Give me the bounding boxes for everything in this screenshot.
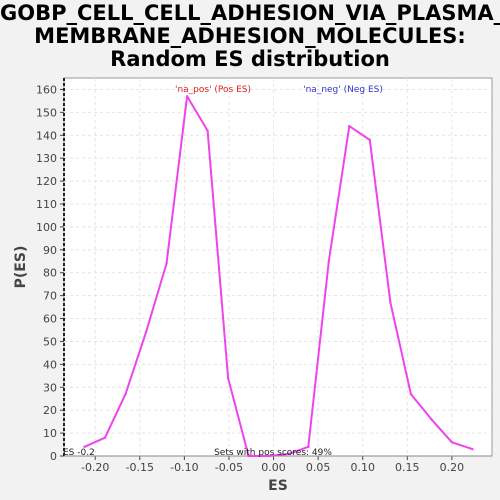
data-point bbox=[348, 124, 351, 128]
legend-neg-label: 'na_neg' (Neg ES) bbox=[303, 85, 383, 95]
data-point bbox=[165, 262, 168, 265]
x-tick-label: -0.10 bbox=[170, 461, 198, 474]
y-tick-label: 40 bbox=[43, 358, 57, 371]
series-layer bbox=[83, 95, 474, 458]
y-tick-label: 150 bbox=[36, 106, 57, 119]
y-tick-label: 60 bbox=[43, 313, 57, 326]
data-point bbox=[124, 392, 127, 396]
y-tick-label: 30 bbox=[43, 381, 57, 394]
es-distribution-line bbox=[84, 95, 473, 457]
y-tick-label: 120 bbox=[36, 175, 57, 188]
data-point bbox=[226, 376, 230, 380]
data-point bbox=[471, 447, 474, 451]
data-point bbox=[185, 95, 189, 98]
data-point bbox=[144, 331, 148, 334]
plot-background bbox=[63, 77, 493, 457]
data-point bbox=[430, 418, 433, 421]
data-point bbox=[389, 301, 392, 304]
x-tick-label: 0.10 bbox=[350, 461, 375, 474]
x-tick-label: -0.15 bbox=[126, 461, 154, 474]
legend-pos-label: 'na_pos' (Pos ES) bbox=[175, 85, 251, 95]
data-point bbox=[83, 445, 86, 449]
data-point bbox=[206, 129, 209, 132]
y-tick-label: 50 bbox=[43, 335, 57, 348]
axis-ticks: 0 10 20 30 40 50 60 70 80 90 100 110 120 130 140 150 160… bbox=[36, 83, 464, 474]
chart-title-line-1: GOBP_CELL_CELL_ADHESION_VIA_PLASMA_ bbox=[0, 1, 500, 25]
y-tick-label: 70 bbox=[43, 290, 57, 303]
data-point bbox=[450, 441, 454, 444]
x-tick-label: -0.05 bbox=[215, 461, 243, 474]
data-point bbox=[307, 445, 310, 449]
pos-scores-label: Sets with pos scores: 49% bbox=[214, 448, 332, 458]
x-tick-label: 0.15 bbox=[395, 461, 420, 474]
chart-title-line-2: MEMBRANE_ADHESION_MOLECULES: bbox=[34, 24, 466, 48]
data-point bbox=[247, 454, 250, 458]
x-tick-label: -0.20 bbox=[81, 461, 109, 474]
y-tick-label: 140 bbox=[36, 129, 57, 142]
y-tick-label: 0 bbox=[50, 450, 57, 463]
y-tick-label: 20 bbox=[43, 404, 57, 417]
chart-title-line-3: Random ES distribution bbox=[110, 47, 390, 71]
x-tick-label: 0.20 bbox=[440, 461, 465, 474]
es-marker-label: ES -0.2 bbox=[63, 448, 95, 458]
y-tick-label: 110 bbox=[36, 198, 57, 211]
chart-title: GOBP_CELL_CELL_ADHESION_VIA_PLASMA_ MEMB… bbox=[0, 2, 500, 71]
x-axis-title: ES bbox=[268, 478, 288, 494]
data-point bbox=[267, 454, 271, 458]
data-point bbox=[368, 138, 372, 142]
data-point bbox=[103, 436, 107, 439]
x-tick-label: 0.05 bbox=[306, 461, 331, 474]
y-axis-title: P(ES) bbox=[13, 246, 29, 289]
data-point bbox=[288, 452, 291, 455]
y-tick-label: 130 bbox=[36, 152, 57, 165]
y-tick-label: 100 bbox=[36, 221, 57, 234]
x-tick-label: 0.00 bbox=[261, 461, 286, 474]
y-tick-label: 90 bbox=[43, 244, 57, 257]
y-tick-label: 160 bbox=[36, 83, 57, 96]
y-tick-label: 80 bbox=[43, 267, 57, 280]
data-point bbox=[409, 392, 413, 396]
y-tick-label: 10 bbox=[43, 427, 57, 440]
data-point bbox=[327, 260, 331, 263]
